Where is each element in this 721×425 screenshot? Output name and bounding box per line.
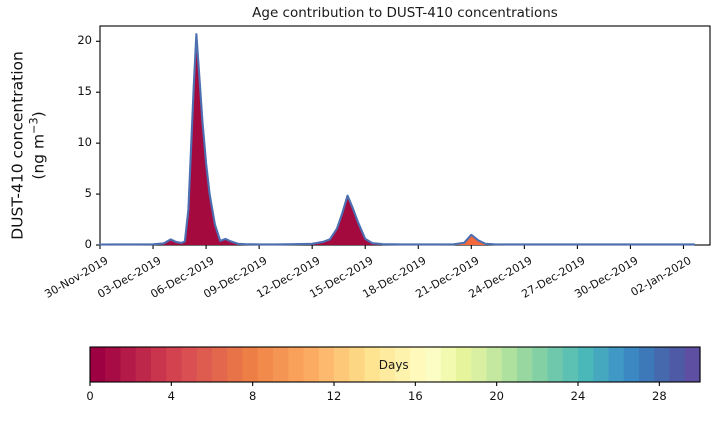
- colorbar-band: [532, 347, 549, 382]
- colorbar-label: Days: [378, 358, 409, 372]
- colorbar-band: [562, 347, 579, 382]
- colorbar-tick-label: 4: [167, 389, 175, 403]
- colorbar-band: [669, 347, 686, 382]
- colorbar-band: [181, 347, 198, 382]
- colorbar-band: [608, 347, 625, 382]
- colorbar-band: [471, 347, 488, 382]
- chart-title: Age contribution to DUST-410 concentrati…: [252, 5, 558, 21]
- colorbar-band: [105, 347, 122, 382]
- colorbar-band: [547, 347, 564, 382]
- colorbar-band: [318, 347, 335, 382]
- colorbar-band: [227, 347, 244, 382]
- colorbar-band: [303, 347, 320, 382]
- colorbar-band: [120, 347, 137, 382]
- colorbar-tick-label: 20: [489, 389, 504, 403]
- colorbar-band: [639, 347, 655, 382]
- colorbar-band: [364, 347, 381, 382]
- colorbar-band: [242, 347, 259, 382]
- y-axis-tick-label: 0: [84, 237, 92, 251]
- colorbar-band: [593, 347, 610, 382]
- colorbar-band: [334, 347, 350, 382]
- colorbar-band: [151, 347, 167, 382]
- area-fill-segment: [100, 34, 454, 246]
- colorbar-band: [456, 347, 472, 382]
- colorbar-tick-label: 24: [570, 389, 586, 403]
- y-axis-tick-label: 15: [77, 84, 92, 99]
- colorbar-tick-label: 0: [86, 389, 94, 403]
- y-axis-tick-label: 5: [84, 186, 92, 201]
- colorbar-band: [257, 347, 274, 382]
- colorbar-band: [379, 347, 396, 382]
- colorbar-frame: [89, 346, 701, 383]
- colorbar-band: [166, 347, 183, 382]
- colorbar-band: [623, 347, 640, 382]
- colorbar-band: [578, 347, 594, 382]
- colorbar-band: [135, 347, 152, 382]
- colorbar-band: [654, 347, 671, 382]
- total-concentration-line: [98, 33, 696, 246]
- colorbar-band: [349, 347, 366, 382]
- colorbar-tick-label: 12: [326, 389, 342, 403]
- colorbar-band: [212, 347, 228, 382]
- colorbar-band: [288, 347, 305, 382]
- y-axis-tick-label: 20: [77, 33, 92, 48]
- colorbar-tick-label: 8: [248, 389, 257, 403]
- y-axis-tick-label: 10: [77, 135, 92, 150]
- colorbar-band: [684, 347, 701, 382]
- area-fill-segment: [453, 234, 495, 245]
- colorbar-tick-label: 28: [652, 389, 667, 403]
- colorbar-band: [517, 347, 533, 382]
- colorbar-band: [410, 347, 427, 382]
- colorbar-band: [440, 347, 457, 382]
- colorbar-band: [273, 347, 289, 382]
- colorbar-band: [501, 347, 518, 382]
- colorbar-band: [395, 347, 411, 382]
- colorbar-tick-label: 16: [408, 389, 423, 403]
- colorbar-band: [486, 347, 503, 382]
- colorbar-band: [425, 347, 442, 382]
- colorbar-band: [196, 347, 213, 382]
- colorbar-band: [90, 347, 106, 382]
